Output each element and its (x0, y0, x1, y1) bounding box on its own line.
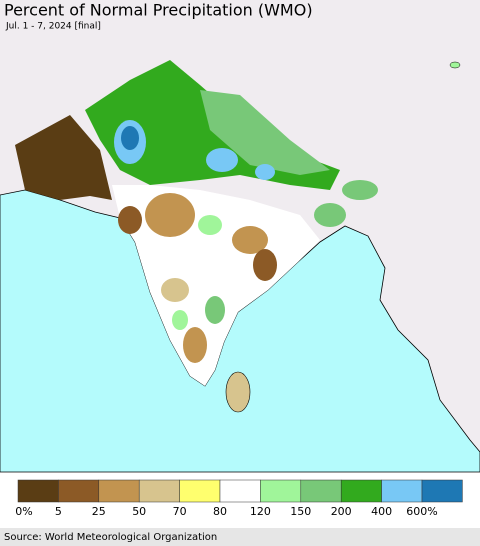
region-extreme-wet (121, 126, 139, 150)
legend-swatch (421, 479, 463, 503)
lake (449, 61, 461, 69)
legend-label: 25 (92, 505, 106, 518)
legend-swatch (260, 479, 302, 503)
legend-label: 400 (371, 505, 392, 518)
legend-swatch (98, 479, 140, 503)
legend-swatch (381, 479, 423, 503)
region-dry (15, 115, 112, 200)
legend-label: 70 (173, 505, 187, 518)
region-very-wet (206, 148, 238, 172)
region-wet (198, 215, 222, 235)
region-dry (232, 226, 268, 254)
legend-swatch (17, 479, 59, 503)
subtitle: Jul. 1 - 7, 2024 [final] (5, 22, 101, 32)
region-dry (161, 278, 189, 302)
legend-swatch (340, 479, 382, 503)
region-wet (205, 296, 225, 324)
source: Source: World Meteorological Organizatio… (4, 532, 217, 543)
sri-lanka (225, 371, 251, 413)
region-dry (118, 206, 142, 234)
legend-swatch (138, 479, 180, 503)
legend-label: 80 (213, 505, 227, 518)
legend-label: 150 (290, 505, 311, 518)
legend-swatch (300, 479, 342, 503)
region-wet (314, 203, 346, 227)
legend-swatch (179, 479, 221, 503)
legend-label: 120 (250, 505, 271, 518)
legend-label: 5 (55, 505, 62, 518)
region-wet (342, 180, 378, 200)
legend-label: 50 (132, 505, 146, 518)
region-dry (183, 327, 207, 363)
legend: 0% 5 25 50 70 80 120 150 200 400 600% (15, 479, 463, 518)
footer-band (0, 528, 480, 546)
legend-label: 600% (406, 505, 437, 518)
region-dry (253, 249, 277, 281)
region-very-wet (255, 164, 275, 180)
legend-label: 0% (15, 505, 32, 518)
region-wet (200, 90, 330, 175)
legend-swatch (219, 479, 261, 503)
legend-swatch (58, 479, 100, 503)
title: Percent of Normal Precipitation (WMO) (4, 1, 313, 20)
legend-label: 200 (331, 505, 352, 518)
region-wet (172, 310, 188, 330)
region-dry (145, 193, 195, 237)
